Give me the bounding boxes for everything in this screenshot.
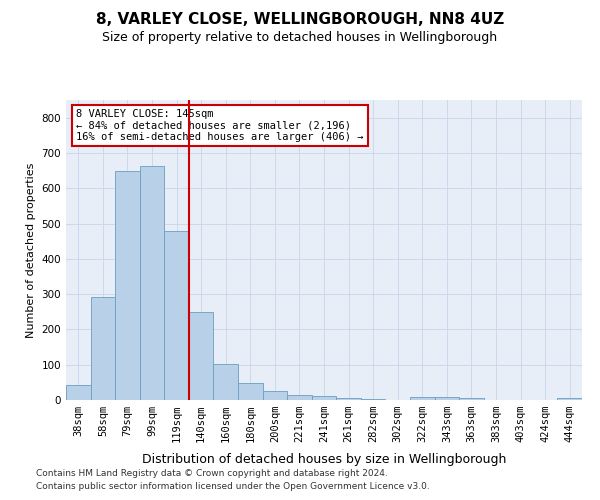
Bar (336, 398, 361, 400)
Bar (164, 232, 189, 400)
Bar (238, 382, 263, 400)
Bar (189, 312, 214, 400)
Bar (410, 397, 434, 400)
Bar (214, 364, 238, 400)
Text: Contains HM Land Registry data © Crown copyright and database right 2024.: Contains HM Land Registry data © Crown c… (36, 468, 388, 477)
Bar (91, 297, 115, 400)
Text: Size of property relative to detached houses in Wellingborough: Size of property relative to detached ho… (103, 31, 497, 44)
Text: 8, VARLEY CLOSE, WELLINGBOROUGH, NN8 4UZ: 8, VARLEY CLOSE, WELLINGBOROUGH, NN8 4UZ (96, 12, 504, 28)
Text: 8 VARLEY CLOSE: 145sqm
← 84% of detached houses are smaller (2,196)
16% of semi-: 8 VARLEY CLOSE: 145sqm ← 84% of detached… (76, 109, 364, 142)
Bar (115, 170, 140, 400)
Bar (140, 166, 164, 400)
Text: Contains public sector information licensed under the Open Government Licence v3: Contains public sector information licen… (36, 482, 430, 491)
Bar (287, 395, 312, 400)
Bar (263, 391, 287, 400)
Bar (434, 397, 459, 400)
X-axis label: Distribution of detached houses by size in Wellingborough: Distribution of detached houses by size … (142, 454, 506, 466)
Y-axis label: Number of detached properties: Number of detached properties (26, 162, 36, 338)
Bar (557, 398, 582, 400)
Bar (312, 396, 336, 400)
Bar (66, 385, 91, 400)
Bar (459, 398, 484, 400)
